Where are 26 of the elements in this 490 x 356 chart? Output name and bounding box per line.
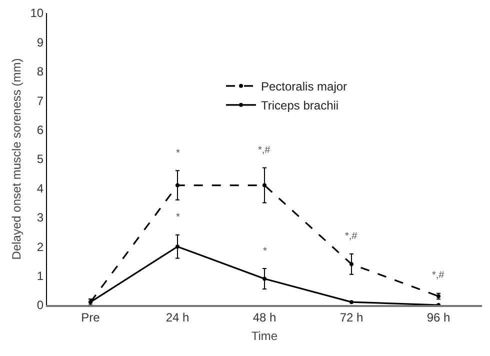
y-tick-label: 9	[36, 35, 44, 50]
y-tick-label: 2	[36, 240, 44, 254]
legend-label: Triceps brachii	[261, 98, 339, 113]
x-tick-label: 72 h	[340, 310, 364, 324]
x-tick-label: 96 h	[426, 310, 450, 324]
y-tick-label: 4	[36, 181, 44, 196]
y-tick-label: 6	[36, 123, 44, 137]
annotation: *	[176, 212, 180, 223]
y-tick-label: 8	[36, 64, 44, 79]
legend-label: Pectoralis major	[261, 80, 348, 94]
y-tick-label: 1	[36, 269, 44, 283]
y-tick-label: 10	[30, 6, 44, 20]
y-tick-label: 7	[36, 94, 44, 108]
x-axis-title: Time	[251, 328, 278, 343]
annotation: *,#	[432, 270, 445, 281]
y-tick-label: 3	[36, 210, 44, 225]
annotation: *,#	[345, 231, 358, 242]
y-axis-title: Delayed onset muscle soreness (mm)	[10, 58, 24, 260]
annotation: *	[263, 246, 267, 257]
y-tick-label: 0	[36, 298, 44, 312]
y-tick-label: 5	[36, 152, 44, 166]
x-tick-label: Pre	[81, 310, 100, 324]
x-tick-label: 48 h	[252, 310, 276, 324]
annotation: *,#	[258, 145, 271, 156]
x-tick-label: 24 h	[166, 310, 190, 324]
annotation: *	[176, 148, 180, 159]
